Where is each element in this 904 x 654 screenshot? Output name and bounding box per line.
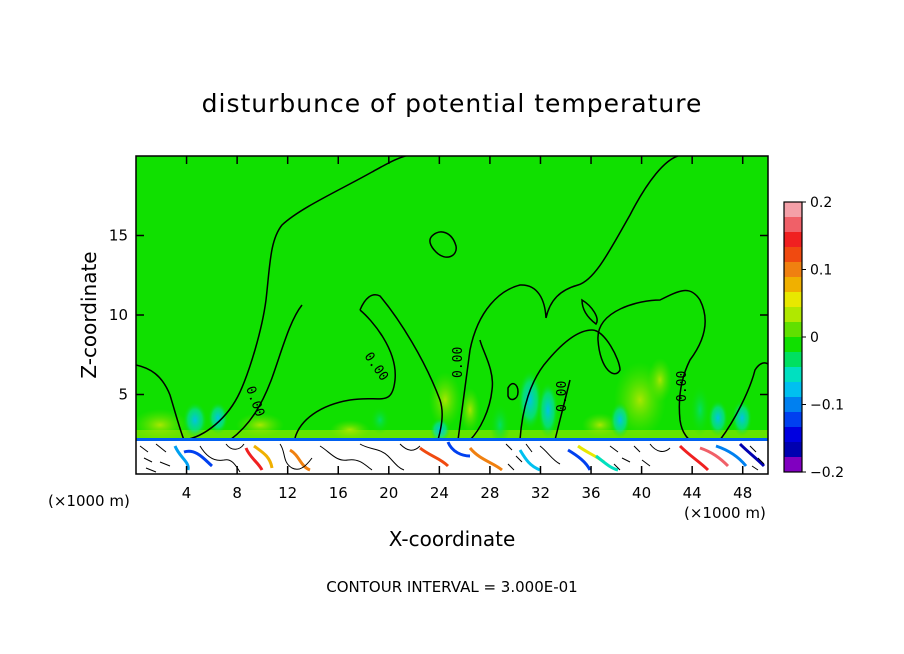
colorbar-swatch [784, 292, 802, 308]
colorbar-swatch [784, 202, 802, 218]
colorbar-swatch [784, 367, 802, 383]
contour-interval-note: CONTOUR INTERVAL = 3.000E-01 [326, 578, 577, 596]
chart-title: disturbunce of potential temperature [202, 89, 703, 118]
contour-label: 0.00 [675, 371, 690, 402]
warm-patches [136, 358, 768, 441]
contour-lines [136, 156, 768, 441]
colorbar-labels: 0.2 0.1 0 −0.1 −0.2 [802, 195, 844, 481]
boundary-layer [136, 438, 768, 474]
cool-patches [183, 370, 752, 447]
colorbar-swatch [784, 427, 802, 443]
x-tick-label: 16 [329, 484, 348, 502]
colorbar-swatch [784, 442, 802, 458]
y-axis-ticks: 5 10 15 [109, 227, 768, 404]
x-tick-label: 12 [278, 484, 297, 502]
x-unit-left: (×1000 m) [48, 492, 130, 510]
colorbar-swatch [784, 337, 802, 353]
x-axis-ticks: 4 8 12 16 20 24 28 32 36 40 44 48 [182, 156, 752, 502]
contour-label: 0.00 [555, 381, 570, 412]
x-tick-label: 32 [531, 484, 550, 502]
colorbar-swatch [784, 412, 802, 428]
colorbar-swatch [784, 277, 802, 293]
y-axis-label: Z-coordinate [77, 251, 101, 378]
plot-background [136, 156, 768, 474]
colorbar-swatch [784, 382, 802, 398]
x-tick-label: 36 [581, 484, 600, 502]
x-tick-label: 20 [379, 484, 398, 502]
colorbar-tick-label: 0.1 [810, 263, 832, 279]
contour-label: 0.00 [451, 347, 466, 378]
colorbar-tick-label: 0 [810, 330, 819, 346]
colorbar-swatch [784, 307, 802, 323]
colorbar-swatch [784, 262, 802, 278]
x-tick-label: 48 [733, 484, 752, 502]
plot-area: 0.00 0.00 0.00 0.00 0.00 [136, 156, 768, 474]
colorbar-tick-label: −0.2 [810, 465, 844, 481]
x-tick-label: 28 [480, 484, 499, 502]
colorbar-swatch [784, 352, 802, 368]
x-tick-label: 8 [232, 484, 242, 502]
colorbar-swatch [784, 397, 802, 413]
colorbar-tick-label: 0.2 [810, 195, 832, 211]
y-tick-label: 5 [118, 386, 128, 404]
colorbar-swatch [784, 247, 802, 263]
colorbar-swatch [784, 232, 802, 248]
colorbar [783, 201, 803, 473]
x-tick-label: 40 [632, 484, 651, 502]
x-axis-label: X-coordinate [389, 527, 516, 551]
x-tick-label: 44 [683, 484, 702, 502]
colorbar-swatch [784, 322, 802, 338]
colorbar-tick-label: −0.1 [810, 398, 844, 414]
y-tick-label: 10 [109, 306, 128, 324]
x-unit-right: (×1000 m) [684, 504, 766, 522]
colorbar-swatch [784, 457, 802, 473]
colorbar-swatch [784, 217, 802, 233]
x-tick-label: 24 [430, 484, 449, 502]
x-tick-label: 4 [182, 484, 192, 502]
y-tick-label: 15 [109, 227, 128, 245]
